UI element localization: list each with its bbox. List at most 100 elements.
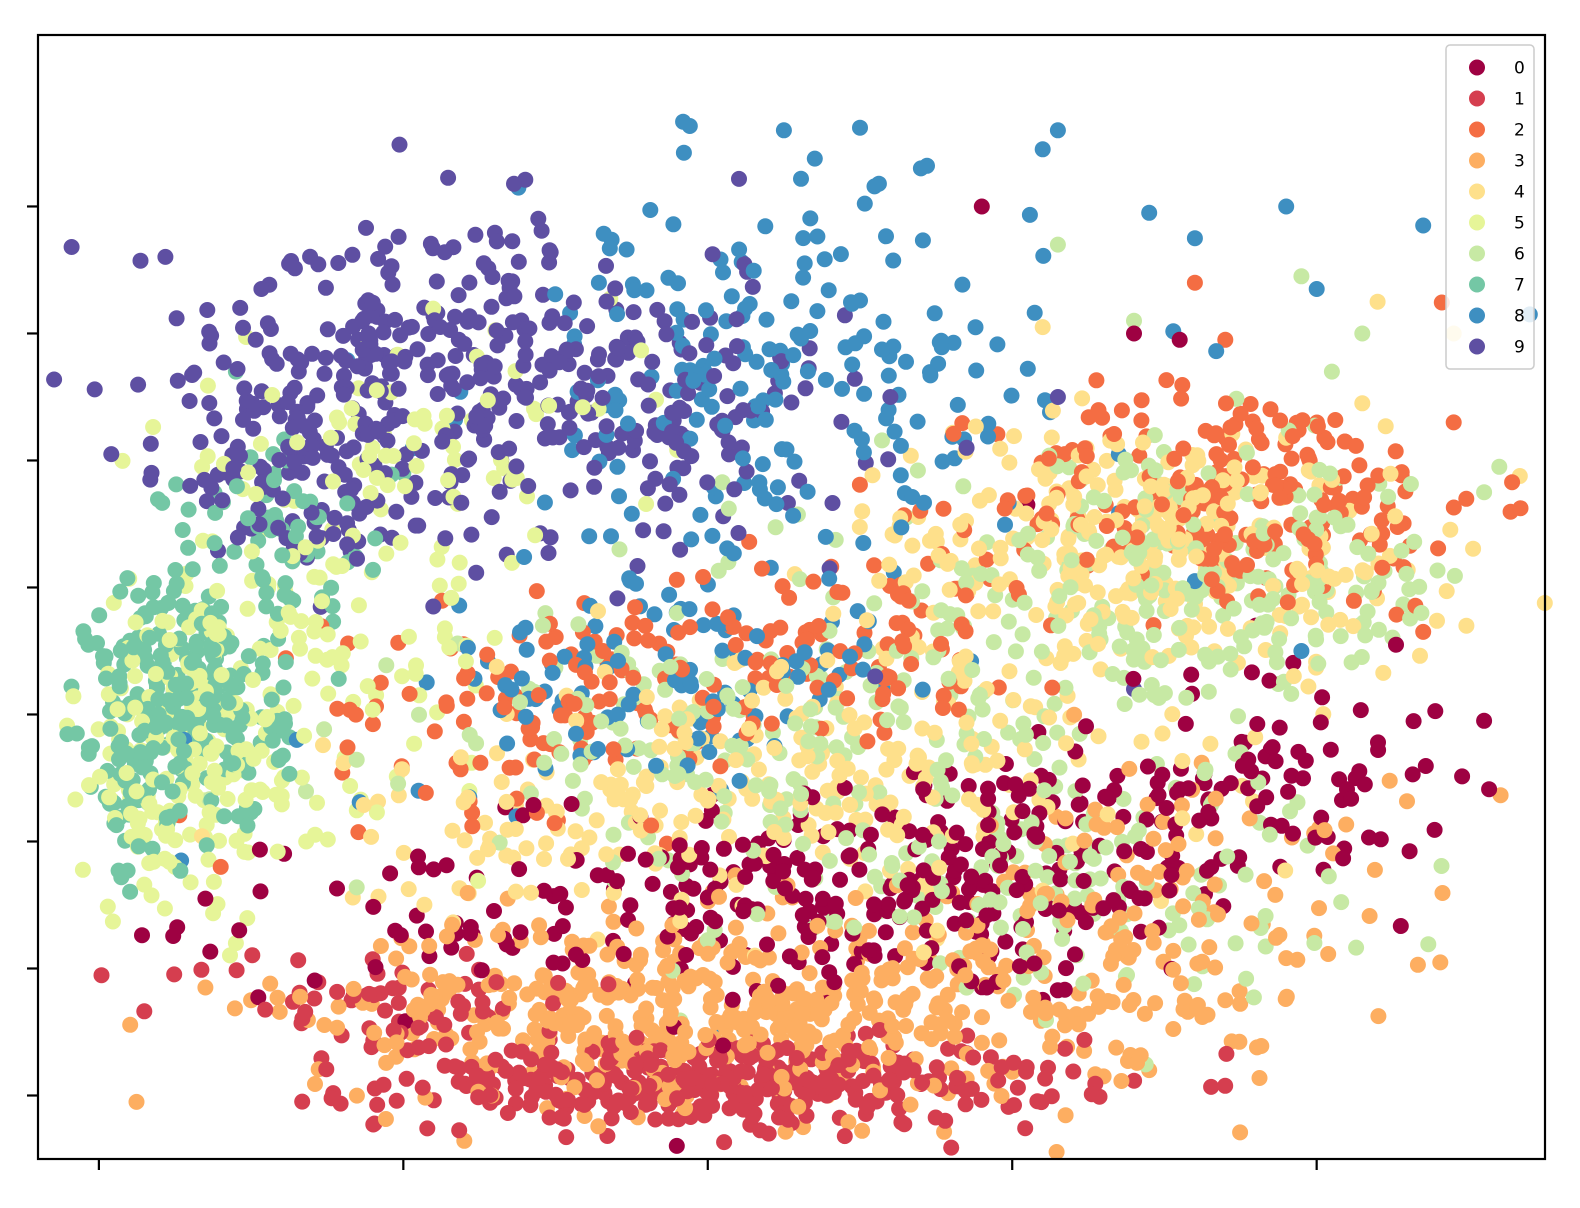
point-class-3-3891	[438, 928, 455, 945]
point-class-7-4082	[84, 738, 100, 755]
point-class-7-2876	[258, 584, 275, 601]
point-class-9-2855	[438, 367, 455, 384]
point-class-2-4196	[1271, 489, 1288, 506]
point-class-8-3936	[853, 431, 870, 448]
point-class-0-3947	[620, 845, 636, 862]
point-class-3-2089	[197, 979, 214, 996]
point-class-2-2433	[1174, 377, 1191, 393]
point-class-9-3131	[294, 464, 311, 481]
point-class-6-3556	[974, 701, 991, 718]
point-class-5-2316	[243, 543, 260, 560]
point-class-7-2570	[134, 759, 151, 776]
point-class-2-4399	[1098, 518, 1115, 534]
point-class-8-3708	[933, 339, 950, 356]
point-class-0-4300	[840, 848, 857, 865]
point-class-9-3832	[316, 365, 333, 382]
point-class-7-3452	[330, 670, 347, 687]
point-class-2-4545	[1044, 679, 1061, 696]
point-class-2-3559	[339, 739, 356, 756]
point-class-6-1649	[1370, 621, 1387, 638]
point-class-3-935	[1155, 813, 1172, 830]
point-class-0-3534	[1401, 843, 1418, 860]
point-class-8-1012	[536, 494, 553, 511]
point-class-0-4144	[980, 790, 997, 807]
point-class-4-3237	[567, 823, 584, 840]
point-class-9-3162	[572, 380, 589, 397]
point-class-4-2980	[588, 812, 605, 829]
point-class-2-3266	[1206, 427, 1223, 444]
point-class-0-3258	[1158, 800, 1175, 816]
point-class-0-2634	[1243, 664, 1260, 681]
point-class-3-736	[1434, 885, 1451, 901]
point-class-3-4157	[586, 1025, 603, 1042]
point-class-4-3845	[1090, 636, 1107, 652]
point-class-5-4580	[101, 789, 118, 806]
point-class-2-1175	[1388, 606, 1405, 623]
point-class-4-1496	[1001, 454, 1018, 471]
point-class-6-3472	[1115, 464, 1132, 481]
point-class-1-4402	[905, 1062, 922, 1079]
point-class-4-3790	[1382, 465, 1399, 482]
point-class-0-4242	[1404, 766, 1421, 783]
point-class-9-4072	[467, 226, 484, 243]
point-class-3-2617	[1070, 1016, 1087, 1033]
point-class-1-3228	[297, 1003, 314, 1020]
point-class-7-4267	[180, 539, 197, 556]
point-class-2-3149	[1090, 402, 1107, 419]
point-class-3-295	[388, 950, 405, 967]
point-class-6-3773	[800, 733, 817, 750]
point-class-1-4110	[1040, 1059, 1056, 1076]
point-class-0-3044	[1183, 666, 1200, 683]
point-class-3-4491	[784, 985, 801, 1001]
point-class-8-1941	[820, 282, 837, 299]
point-class-9-3284	[201, 395, 218, 411]
point-class-0-2250	[678, 947, 695, 963]
point-class-9-4175	[247, 331, 264, 348]
point-class-8-2508	[701, 744, 718, 760]
point-class-8-348	[518, 641, 535, 658]
point-class-9-3908	[544, 429, 561, 446]
point-class-6-2724	[874, 432, 890, 449]
point-class-4-2976	[1196, 606, 1212, 623]
point-class-6-3079	[1238, 444, 1255, 461]
point-class-2-1031	[1458, 490, 1475, 507]
point-class-6-237	[1000, 724, 1017, 741]
point-class-5-4427	[541, 397, 558, 414]
point-class-2-4185	[1504, 474, 1521, 491]
point-class-0-3814	[851, 861, 868, 878]
point-class-8-2529	[761, 341, 778, 358]
point-class-4-288	[1092, 661, 1109, 678]
point-class-8-3624	[701, 381, 718, 398]
point-class-2-2956	[900, 621, 917, 638]
point-class-8-1117	[1293, 643, 1310, 659]
point-class-6-104	[973, 859, 990, 876]
point-class-4-4504	[929, 922, 946, 939]
point-class-9-3127	[684, 313, 700, 330]
point-class-6-4589	[1171, 917, 1188, 934]
point-class-8-3508	[788, 653, 805, 670]
point-class-0-3298	[1132, 923, 1149, 940]
point-class-9-4240	[319, 321, 336, 338]
point-class-9-1661	[450, 287, 467, 304]
point-class-9-4657	[432, 319, 449, 335]
point-class-5-3380	[355, 462, 372, 478]
point-class-3-2023	[435, 974, 451, 991]
point-class-4-4526	[499, 821, 516, 838]
point-class-1-3464	[499, 1105, 516, 1121]
point-class-7-4584	[276, 587, 293, 603]
legend-marker-5	[1469, 214, 1485, 231]
point-class-6-3854	[1054, 930, 1071, 947]
point-class-3-4703	[345, 980, 362, 997]
point-class-6-3563	[1057, 679, 1074, 696]
point-class-4-4689	[1018, 505, 1035, 522]
point-class-6-2713	[1282, 803, 1298, 820]
point-class-3-3965	[1316, 822, 1333, 839]
point-class-4-2087	[1155, 482, 1172, 499]
point-class-9-3698	[245, 420, 262, 437]
point-class-8-3821	[590, 274, 607, 291]
point-class-6-4232	[1178, 689, 1195, 706]
point-class-5-2050	[65, 688, 82, 705]
point-class-7-1884	[258, 598, 275, 615]
point-class-4-2658	[755, 679, 772, 696]
point-class-7-4675	[118, 745, 135, 762]
